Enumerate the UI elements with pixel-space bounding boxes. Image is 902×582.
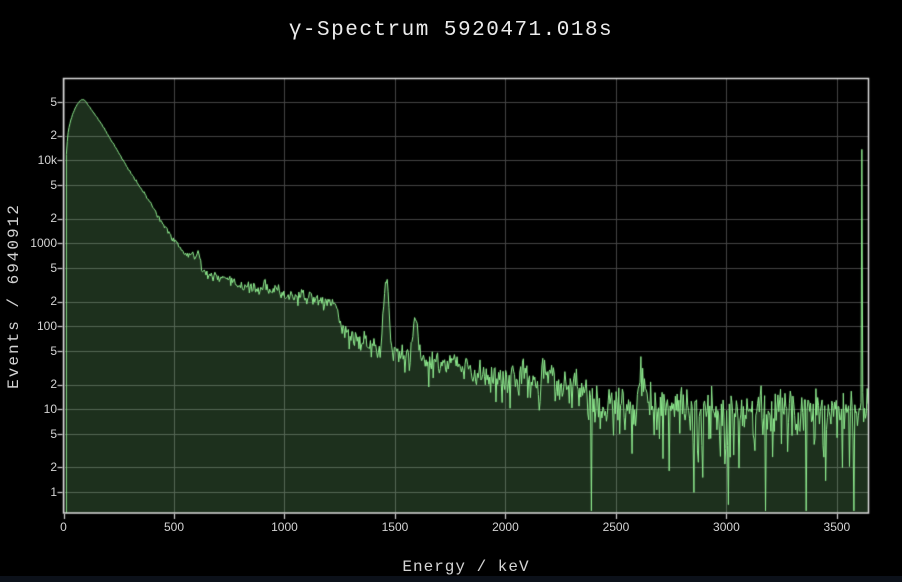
x-tick-label: 1000	[271, 520, 298, 534]
y-axis-title: Events / 6940912	[5, 203, 23, 389]
y-tick-label: 5	[50, 177, 57, 192]
y-tick-label: 10	[43, 401, 57, 416]
x-tick-label: 2500	[602, 520, 630, 534]
x-tick-label: 3500	[823, 520, 851, 534]
x-tick-label: 2000	[492, 520, 519, 534]
y-tick-label: 2	[50, 294, 57, 308]
y-tick-label: 5	[50, 260, 57, 275]
y-tick-label: 100	[36, 318, 57, 333]
window-bottom-edge	[0, 576, 902, 582]
x-tick-label: 1500	[381, 520, 409, 534]
x-axis-title: Energy / keV	[402, 558, 530, 576]
x-tick-label: 3000	[713, 520, 740, 534]
x-tick-label: 0	[60, 520, 67, 534]
x-tick-label: 500	[163, 520, 184, 534]
y-tick-label: 1	[50, 484, 57, 499]
y-tick-label: 10k	[37, 152, 57, 167]
y-tick-label: 5	[50, 426, 57, 441]
y-tick-label: 5	[50, 94, 57, 109]
y-tick-label: 2	[50, 459, 57, 474]
y-tick-label: 5	[50, 343, 57, 358]
y-tick-label: 2	[50, 211, 57, 225]
y-tick-label: 2	[50, 377, 57, 391]
y-tick-label: 1000	[30, 235, 57, 250]
y-tick-label: 2	[50, 128, 57, 142]
